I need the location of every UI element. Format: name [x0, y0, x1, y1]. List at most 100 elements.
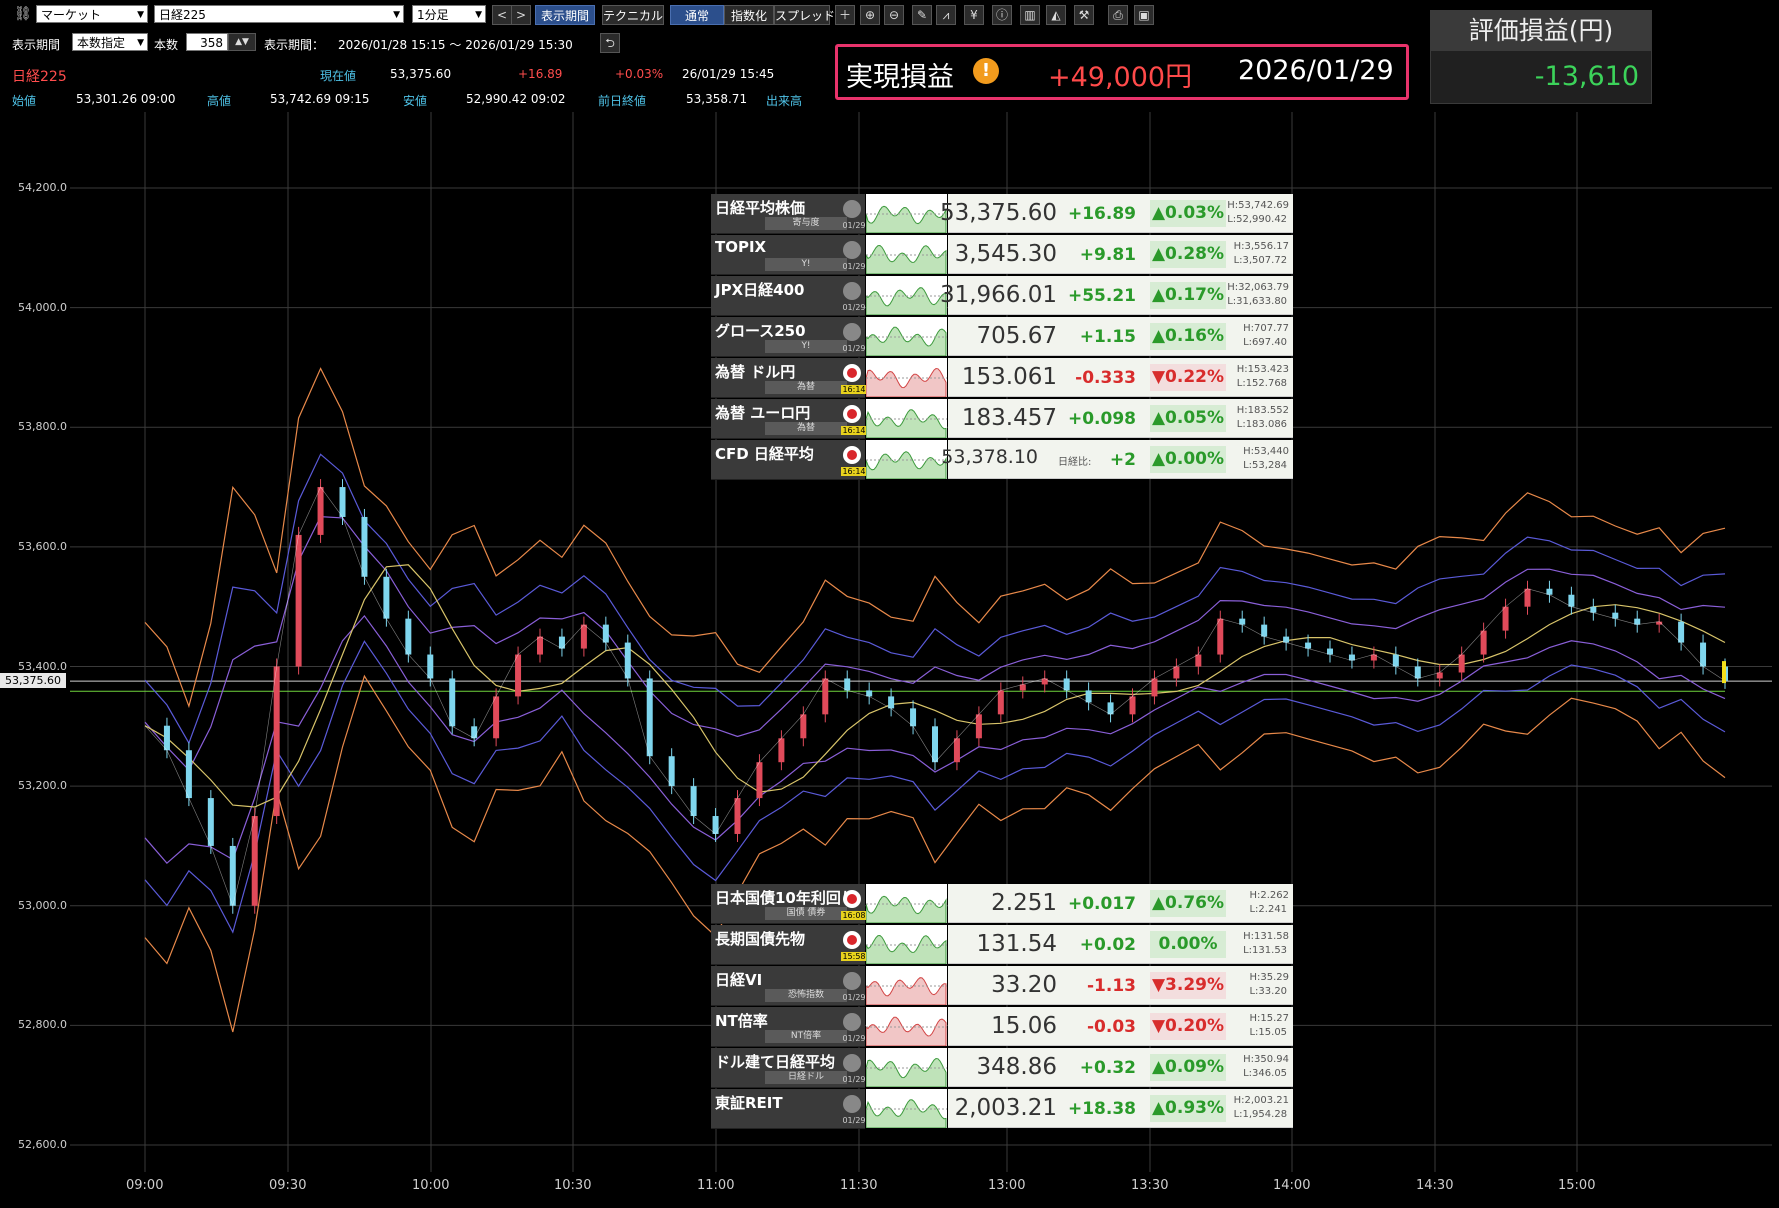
technical-button[interactable]: テクニカル — [602, 5, 664, 25]
market-row[interactable]: JPX日経400 01/29 31,966.01 +55.21 ▲0.17% H:32,0… — [711, 276, 1293, 316]
market-row-change: +2 — [1109, 450, 1136, 470]
market-row-namebox: 東証REIT 01/29 — [711, 1089, 866, 1129]
candle-body — [1700, 642, 1707, 667]
refresh-icon[interactable]: ⮌ — [600, 33, 620, 53]
bollinger-band-1-upper — [144, 515, 1726, 772]
symbol-name: 日経225 — [12, 69, 67, 85]
market-row-pct: 0.00% — [1150, 931, 1226, 958]
market-row[interactable]: NT倍率 NT倍率 01/29 15.06 -0.03 ▼0.20% H:15.27 L:15… — [711, 1007, 1293, 1047]
market-row-pct: ▲0.76% — [1150, 890, 1226, 917]
status-icon — [843, 200, 861, 218]
market-row-values: 15.06 -0.03 ▼0.20% H:15.27 L:15.05 — [948, 1007, 1293, 1046]
trend-icon[interactable]: ⩘ — [936, 5, 956, 25]
candle-body — [1261, 624, 1268, 637]
index-button[interactable]: 指数化 — [724, 5, 774, 25]
interval-select[interactable]: 1分足 ▼ — [412, 5, 486, 23]
pencil-icon[interactable]: ✎ — [912, 5, 932, 25]
market-row-name: 東証REIT — [715, 1094, 783, 1112]
market-row-change: -1.13 — [1087, 976, 1136, 996]
candle-body — [1305, 642, 1312, 649]
sparkline-path — [865, 1057, 947, 1088]
market-row-sub: NT倍率 — [765, 1030, 847, 1043]
realized-pl-amount: +49,000円 — [1048, 62, 1193, 93]
market-row[interactable]: 日経平均株価 寄与度 01/29 53,375.60 +16.89 ▲0.03% H:53,… — [711, 194, 1293, 234]
window-icon[interactable]: ▣ — [1134, 5, 1154, 25]
market-row-name: ドル建て日経平均 — [715, 1053, 836, 1071]
crosshair-icon[interactable]: ＋ — [835, 5, 855, 25]
candle-body — [1085, 690, 1092, 703]
market-row[interactable]: 為替 ユーロ円 為替 16:14 183.457 +0.098 ▲0.05% H:183.5… — [711, 399, 1293, 439]
market-row[interactable]: TOPIX Y! 01/29 3,545.30 +9.81 ▲0.28% H:3,556.1… — [711, 235, 1293, 275]
market-row[interactable]: 東証REIT 01/29 2,003.21 +18.38 ▲0.93% H:2,003.2… — [711, 1089, 1293, 1129]
candle-body — [207, 798, 214, 846]
candle-body — [493, 696, 500, 739]
market-row[interactable]: 日本国債10年利回り 国債 債券 16:08 2.251 +0.017 ▲0.76% H:2… — [711, 884, 1293, 924]
market-row[interactable]: グロース250 Y! 01/29 705.67 +1.15 ▲0.16% H:707.77 L… — [711, 317, 1293, 357]
info-icon[interactable]: ⓘ — [992, 5, 1012, 25]
count-input[interactable]: 358 — [186, 33, 228, 51]
symbol-select[interactable]: 日経225 ▼ — [154, 5, 404, 23]
market-row-change: +0.32 — [1079, 1058, 1136, 1078]
market-row-price: 131.54 — [976, 931, 1057, 957]
candle-body — [317, 487, 324, 535]
market-select[interactable]: マーケット ▼ — [36, 5, 148, 23]
sparkline — [865, 934, 947, 965]
sparkline-box — [865, 440, 947, 480]
market-row-date: 01/29 — [842, 344, 866, 353]
market-row[interactable]: 長期国債先物 15:58 131.54 +0.02 0.00% H:131.58 L:131… — [711, 925, 1293, 965]
candle-body — [339, 487, 346, 517]
candle-body — [251, 816, 258, 906]
area-chart-icon[interactable]: ◭ — [1046, 5, 1066, 25]
x-tick-label: 11:00 — [697, 1178, 735, 1193]
last-bar-marker — [1722, 661, 1726, 684]
market-row[interactable]: 日経VI 恐怖指数 01/29 33.20 -1.13 ▼3.29% H:35.29 L:33… — [711, 966, 1293, 1006]
market-row-values: 33.20 -1.13 ▼3.29% H:35.29 L:33.20 — [948, 966, 1293, 1005]
display-period-button[interactable]: 表示期間 — [535, 5, 595, 25]
market-row[interactable]: CFD 日経平均 16:14 日経比: 53,378.10 +2 ▲0.00% H:53,4… — [711, 440, 1293, 480]
market-row-high: H:350.94 — [1243, 1054, 1289, 1065]
prev-button[interactable]: < — [492, 5, 512, 25]
open-value: 53,301.26 09:00 — [76, 92, 176, 106]
market-row-high: H:32,063.79 — [1227, 282, 1289, 293]
moving-average-line — [144, 564, 1726, 808]
price-line — [144, 486, 1726, 907]
market-row-low: L:152.768 — [1236, 378, 1288, 389]
candle-body — [1327, 648, 1333, 655]
market-select-value: マーケット — [41, 8, 102, 22]
market-row-highlow: H:32,063.79 L:31,633.80 — [1227, 281, 1289, 309]
yen-icon[interactable]: ¥ — [964, 5, 984, 25]
evaluation-pl-value: -13,610 — [1534, 61, 1639, 92]
normal-button[interactable]: 通常 — [670, 5, 724, 25]
candle-body — [1348, 654, 1355, 661]
market-row[interactable]: ドル建て日経平均 日経ドル 01/29 348.86 +0.32 ▲0.09% H:350.… — [711, 1048, 1293, 1088]
zoom-out-icon[interactable]: ⊖ — [884, 5, 904, 25]
sparkline-path — [865, 287, 947, 316]
market-row-name: 日本国債10年利回り — [715, 889, 856, 907]
spread-button[interactable]: スプレッド — [774, 5, 835, 25]
print-icon[interactable]: ⎙ — [1108, 5, 1128, 25]
market-row-namebox: TOPIX Y! 01/29 — [711, 235, 866, 275]
next-button[interactable]: > — [511, 5, 531, 25]
count-mode-select[interactable]: 本数指定 ▼ — [72, 33, 148, 51]
market-row-values: 2,003.21 +18.38 ▲0.93% H:2,003.21 L:1,954.28 — [948, 1089, 1293, 1128]
count-stepper[interactable]: ▲▼ — [228, 33, 256, 51]
zoom-in-icon[interactable]: ⊕ — [860, 5, 880, 25]
market-row-namebox: CFD 日経平均 16:14 — [711, 440, 867, 480]
market-row-pct: ▼0.22% — [1150, 364, 1226, 391]
market-row[interactable]: 為替 ドル円 為替 16:14 153.061 -0.333 ▼0.22% H:153.42… — [711, 358, 1293, 398]
candle-body — [1063, 678, 1070, 691]
bar-chart-icon[interactable]: ▥ — [1020, 5, 1040, 25]
sparkline — [865, 895, 947, 924]
bollinger-band-3-upper — [144, 367, 1726, 709]
candle-body — [1041, 678, 1048, 685]
x-tick-label: 10:00 — [412, 1178, 450, 1193]
market-row-sub: 寄与度 — [765, 217, 847, 230]
market-row-values: 705.67 +1.15 ▲0.16% H:707.77 L:697.40 — [948, 317, 1293, 356]
bollinger-band-2-lower — [144, 640, 1726, 934]
candle-body — [1414, 666, 1421, 679]
candle-body — [185, 750, 192, 799]
y-tick-label: 53,400.0 — [18, 659, 67, 673]
market-row-extra: 日経比: — [1058, 457, 1092, 468]
wrench-icon[interactable]: ⚒ — [1074, 5, 1094, 25]
link-icon[interactable]: ⛓ — [14, 6, 32, 22]
